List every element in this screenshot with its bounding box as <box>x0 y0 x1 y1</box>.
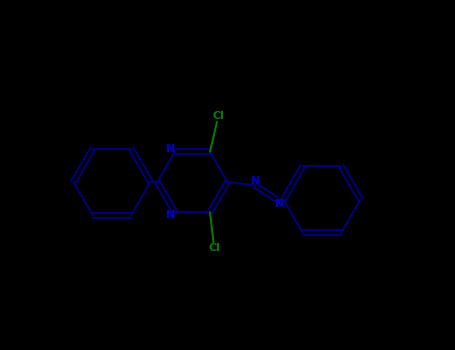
Text: Cl: Cl <box>208 243 221 253</box>
Text: Cl: Cl <box>212 111 224 121</box>
Text: N: N <box>166 210 176 220</box>
Text: N: N <box>166 144 176 154</box>
Text: N: N <box>275 199 284 209</box>
Text: N: N <box>251 176 260 186</box>
